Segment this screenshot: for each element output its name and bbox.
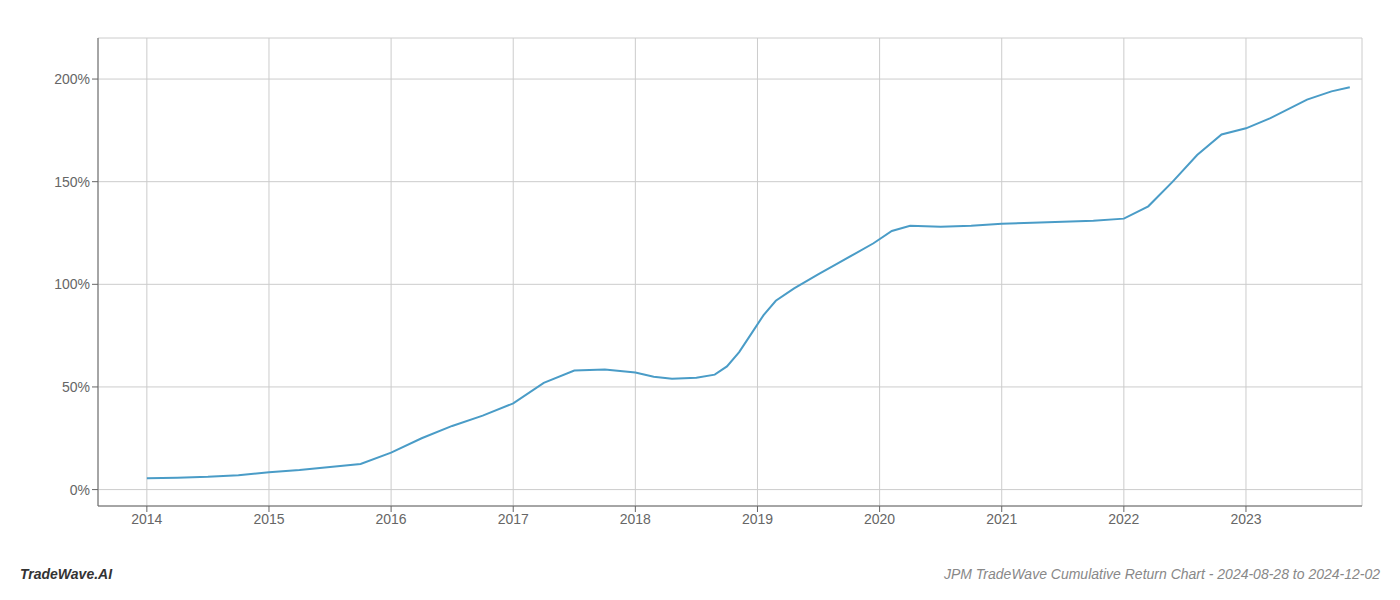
svg-text:2015: 2015 — [253, 511, 284, 527]
svg-text:2022: 2022 — [1108, 511, 1139, 527]
html-text:TradeWave.AI: TradeWave.AI — [20, 566, 113, 582]
svg-text:150%: 150% — [54, 174, 90, 190]
svg-text:2023: 2023 — [1230, 511, 1261, 527]
svg-text:2020: 2020 — [864, 511, 895, 527]
svg-text:50%: 50% — [62, 379, 90, 395]
svg-text:2016: 2016 — [376, 511, 407, 527]
svg-text:2014: 2014 — [131, 511, 162, 527]
svg-text:0%: 0% — [70, 482, 90, 498]
html-text:JPM TradeWave Cumulative Retur: JPM TradeWave Cumulative Return Chart - … — [944, 566, 1380, 582]
svg-text:2017: 2017 — [498, 511, 529, 527]
svg-text:2019: 2019 — [742, 511, 773, 527]
svg-text:200%: 200% — [54, 71, 90, 87]
svg-text:100%: 100% — [54, 276, 90, 292]
svg-text:2021: 2021 — [986, 511, 1017, 527]
svg-text:2018: 2018 — [620, 511, 651, 527]
